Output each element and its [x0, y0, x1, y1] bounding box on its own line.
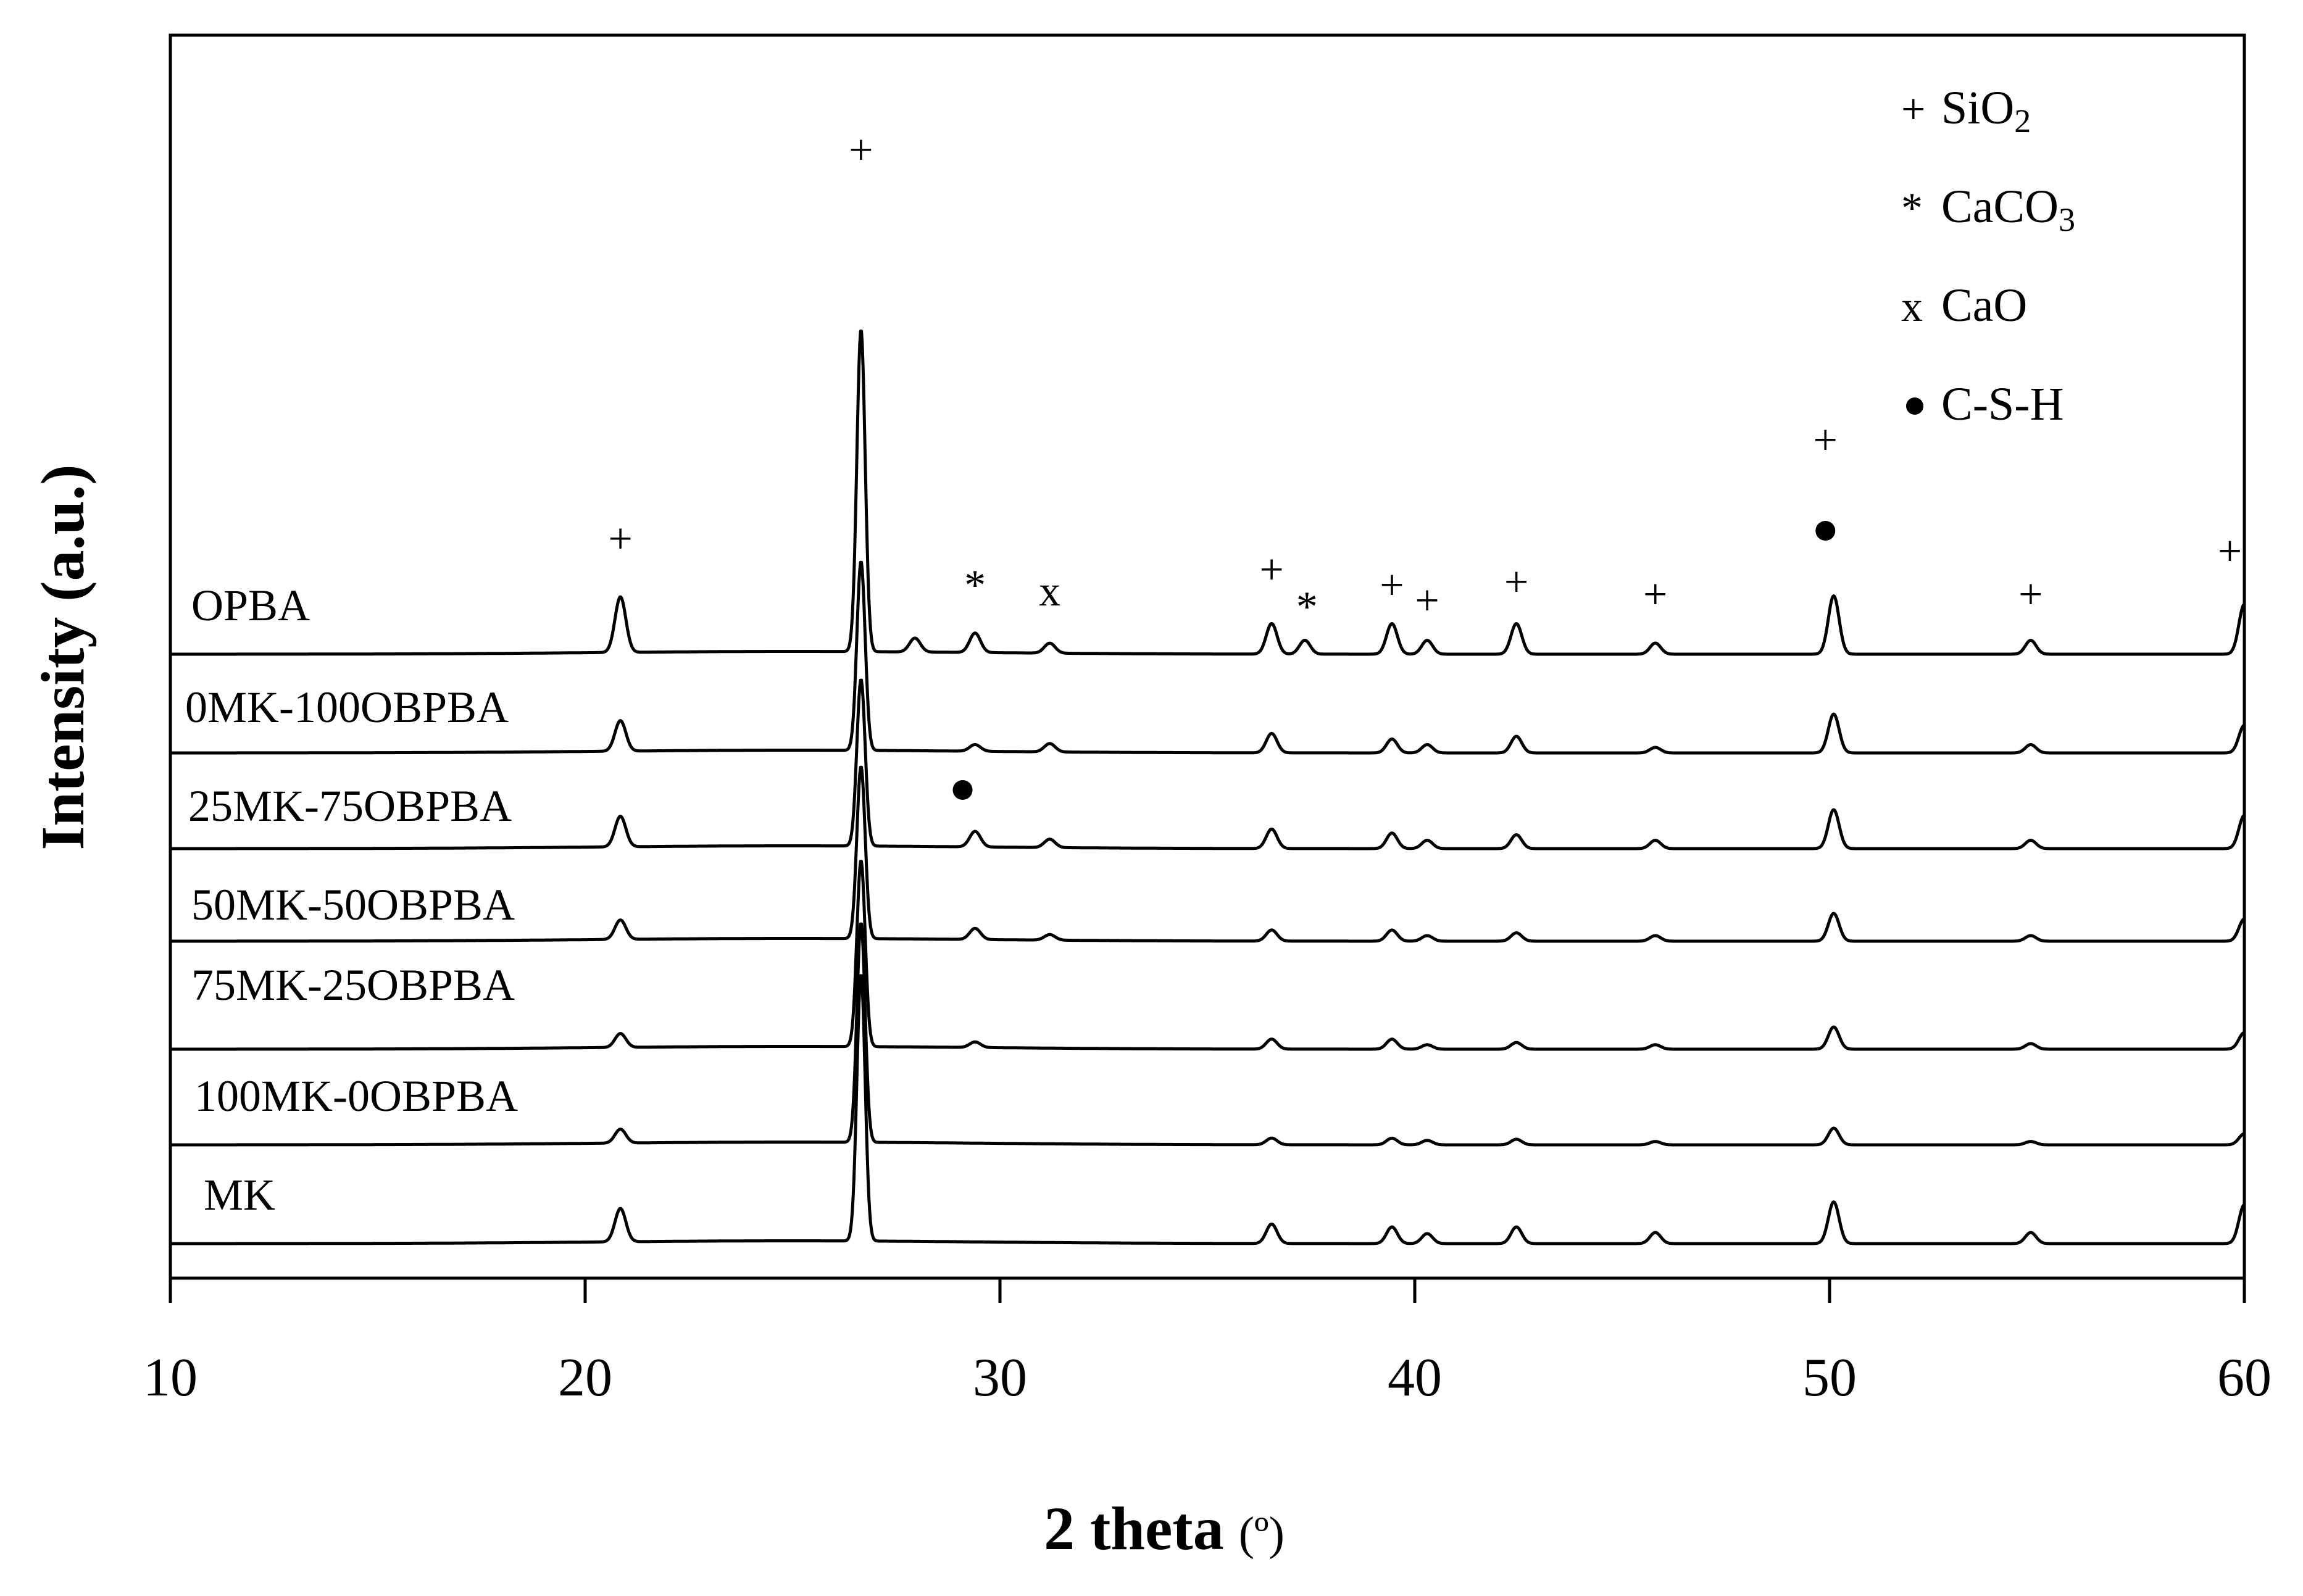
y-axis-label: Intensity (a.u.): [28, 464, 97, 850]
x-axis-label-main: 2 theta: [1044, 1494, 1224, 1563]
legend: + SiO2 * CaCO3 x CaO C-S-H: [1901, 82, 2075, 430]
x-tick-label-40: 40: [1388, 1348, 1442, 1408]
annotation-csh-dot: [1815, 521, 1836, 541]
series-label-75MK-25OBPBA: 75MK-25OBPBA: [191, 960, 515, 1010]
annotation-plus: +: [1259, 546, 1283, 594]
x-tick-label-20: 20: [558, 1348, 612, 1408]
annotation-plus: +: [1415, 577, 1439, 625]
series-line-75MK-25OBPBA: [169, 860, 2246, 1051]
legend-label-2: CaO: [1941, 280, 2027, 331]
annotation-star: *: [1296, 583, 1318, 631]
series-label-50MK-50OBPBA: 50MK-50OBPBA: [191, 880, 515, 929]
annotation-plus: +: [2018, 571, 2043, 618]
series-group: [169, 329, 2246, 1245]
annotation-plus: +: [849, 127, 873, 174]
series-label-100MK-0OBPBA: 100MK-0OBPBA: [194, 1071, 518, 1121]
legend-symbol: *: [1901, 185, 1923, 232]
series-line-0MK-100OBPBA: [169, 560, 2246, 755]
annotation-plus: +: [1380, 562, 1404, 609]
series-labels: OPBA 0MK-100OBPBA 25MK-75OBPBA 50MK-50OBPBA…: [185, 581, 518, 1220]
x-axis: 10 20 30 40 50 60: [143, 1278, 2272, 1408]
series-line-MK: [169, 974, 2246, 1245]
legend-symbol-dot: [1906, 397, 1923, 415]
annotation-star: *: [964, 562, 986, 609]
x-axis-label-unit: (º): [1239, 1508, 1285, 1560]
series-label-MK: MK: [204, 1170, 275, 1220]
annotation-plus: +: [1643, 571, 1667, 618]
legend-label-1: CaCO3: [1941, 181, 2075, 238]
annotation-plus: +: [1504, 559, 1528, 606]
series-line-100MK-0OBPBA: [169, 922, 2246, 1147]
x-tick-label-60: 60: [2217, 1348, 2272, 1408]
series-label-0MK-100OBPBA: 0MK-100OBPBA: [185, 683, 509, 732]
series-label-25MK-75OBPBA: 25MK-75OBPBA: [188, 781, 512, 831]
plot-frame: [169, 33, 2246, 1280]
annotation-csh-dot: [952, 780, 973, 800]
x-axis-label: 2 theta (º): [1044, 1494, 1285, 1563]
annotation-plus: +: [2218, 528, 2242, 575]
legend-symbol: +: [1901, 86, 1925, 133]
series-line-50MK-50OBPBA: [169, 765, 2246, 943]
series-line-25MK-75OBPBA: [169, 678, 2246, 850]
series-label-OPBA: OPBA: [191, 581, 310, 630]
x-tick-label-50: 50: [1802, 1348, 1857, 1408]
x-tick-label-10: 10: [143, 1348, 198, 1408]
annotation-plus: +: [1814, 417, 1838, 464]
legend-label-0: SiO2: [1941, 82, 2031, 139]
annotation-x: x: [1039, 568, 1060, 615]
annotation-plus: +: [608, 515, 632, 563]
legend-symbol: x: [1901, 283, 1923, 331]
peak-annotations: ++* x +* + + + ++++: [608, 127, 2242, 800]
legend-label-3: C-S-H: [1941, 378, 2064, 430]
series-line-OPBA: [169, 329, 2246, 656]
x-tick-label-30: 30: [973, 1348, 1027, 1408]
